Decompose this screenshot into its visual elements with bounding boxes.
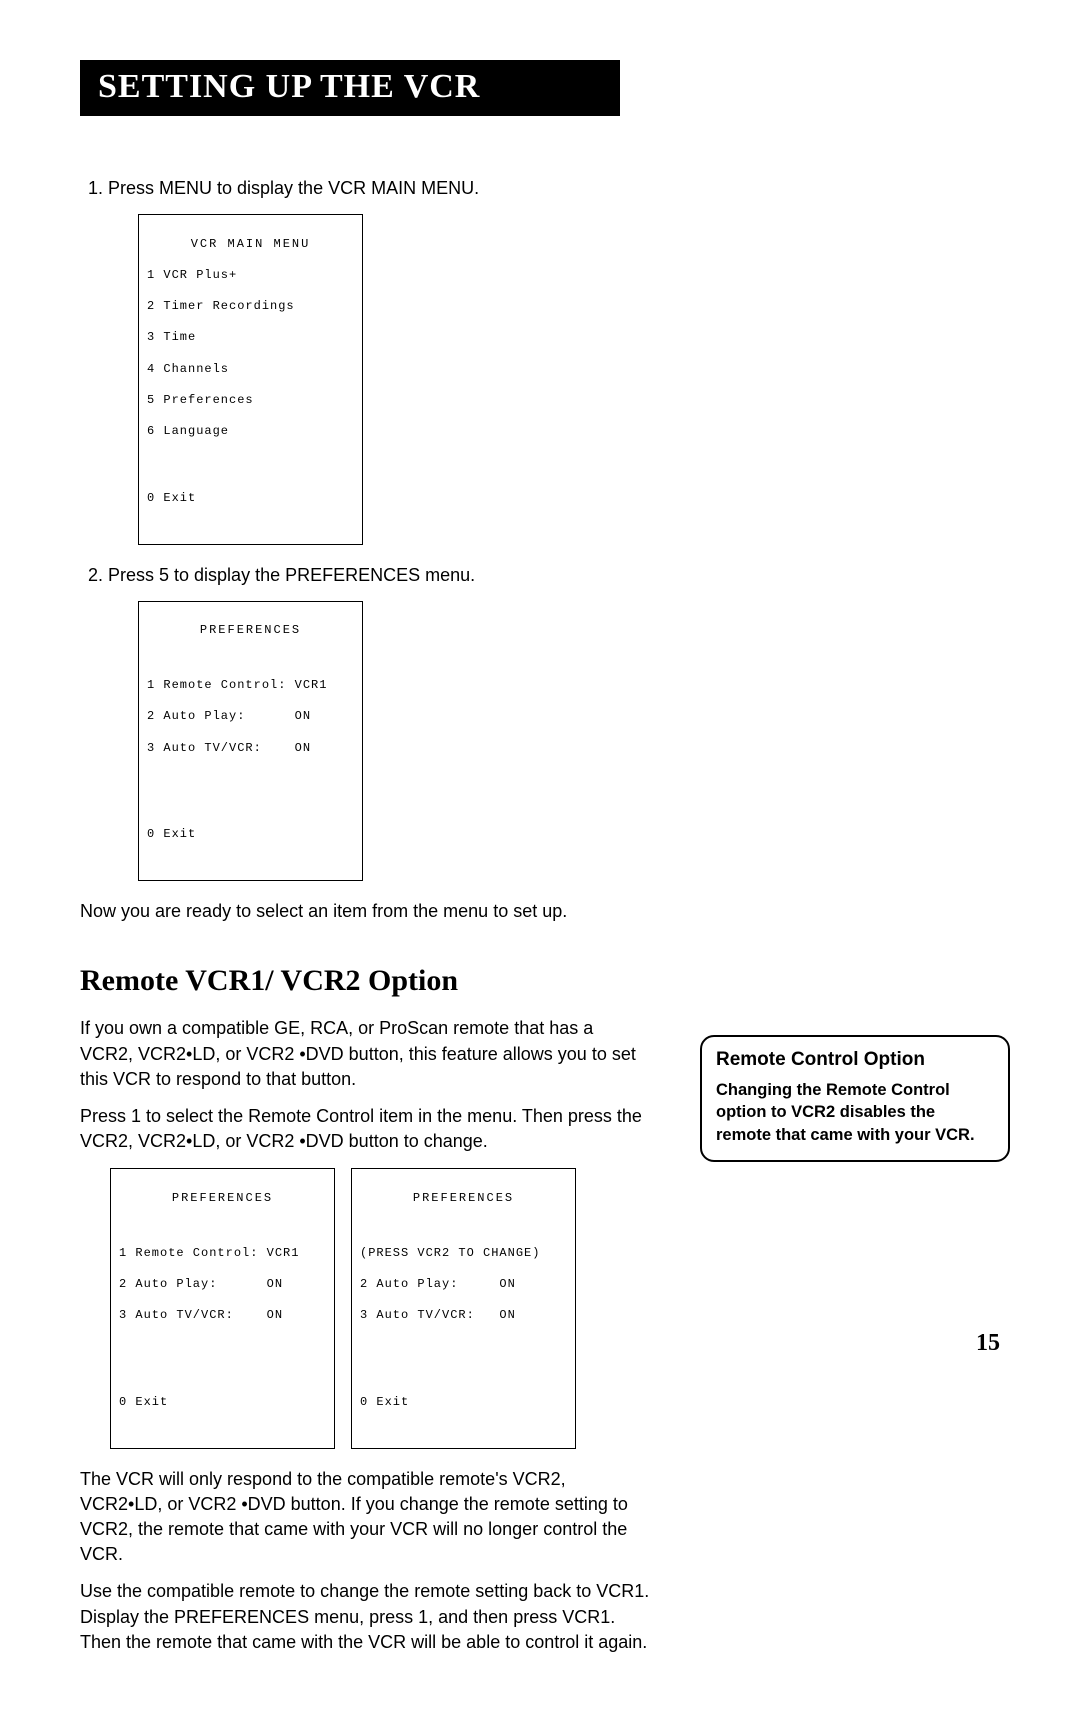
menu-item: 4 Channels — [147, 362, 354, 378]
header-bar: SETTING UP THE VCR — [80, 60, 620, 116]
sidebar-body: Changing the Remote Control option to VC… — [716, 1079, 994, 1146]
menu-exit: 0 Exit — [119, 1395, 326, 1411]
sidebar-title: Remote Control Option — [716, 1049, 994, 1071]
menu-exit: 0 Exit — [147, 827, 354, 843]
menu-item: 2 Auto Play: ON — [360, 1277, 567, 1293]
menu-item: 1 VCR Plus+ — [147, 268, 354, 284]
page-title: SETTING UP THE VCR — [98, 68, 602, 106]
main-column: Press MENU to display the VCR MAIN MENU.… — [80, 176, 650, 1655]
preferences-menu-box: PREFERENCES 1 Remote Control: VCR1 2 Aut… — [138, 601, 363, 881]
step-1: Press MENU to display the VCR MAIN MENU.… — [108, 176, 650, 545]
menu-item: (PRESS VCR2 TO CHANGE) — [360, 1246, 567, 1262]
page-number: 15 — [976, 1330, 1000, 1357]
menu-item: 3 Auto TV/VCR: ON — [360, 1308, 567, 1324]
menu-item: 2 Auto Play: ON — [119, 1277, 326, 1293]
menu-item: 2 Timer Recordings — [147, 299, 354, 315]
vcr-main-menu-box: VCR MAIN MENU 1 VCR Plus+ 2 Timer Record… — [138, 214, 363, 544]
step-2: Press 5 to display the PREFERENCES menu.… — [108, 563, 650, 882]
menu-item: 3 Time — [147, 330, 354, 346]
steps-list: Press MENU to display the VCR MAIN MENU.… — [80, 176, 650, 881]
menu-title: VCR MAIN MENU — [147, 237, 354, 253]
step-2-text: Press 5 to display the PREFERENCES menu. — [108, 565, 475, 585]
menu-item: 5 Preferences — [147, 393, 354, 409]
menu-item: 3 Auto TV/VCR: ON — [147, 741, 354, 757]
page-container: SETTING UP THE VCR Press MENU to display… — [0, 0, 1080, 1727]
menu-row: PREFERENCES 1 Remote Control: VCR1 2 Aut… — [110, 1168, 650, 1448]
menu-title: PREFERENCES — [360, 1191, 567, 1207]
menu-exit: 0 Exit — [360, 1395, 567, 1411]
sidebar-note: Remote Control Option Changing the Remot… — [700, 1035, 1010, 1162]
para-4: Use the compatible remote to change the … — [80, 1579, 650, 1655]
menu-item: 6 Language — [147, 424, 354, 440]
preferences-menu-box-left: PREFERENCES 1 Remote Control: VCR1 2 Aut… — [110, 1168, 335, 1448]
menu-exit: 0 Exit — [147, 491, 354, 507]
para-3: The VCR will only respond to the compati… — [80, 1467, 650, 1568]
menu-title: PREFERENCES — [119, 1191, 326, 1207]
menu-item: 1 Remote Control: VCR1 — [119, 1246, 326, 1262]
menu-item: 1 Remote Control: VCR1 — [147, 678, 354, 694]
para-1: If you own a compatible GE, RCA, or ProS… — [80, 1016, 650, 1092]
menu-item: 3 Auto TV/VCR: ON — [119, 1308, 326, 1324]
preferences-menu-box-right: PREFERENCES (PRESS VCR2 TO CHANGE) 2 Aut… — [351, 1168, 576, 1448]
section-heading: Remote VCR1/ VCR2 Option — [80, 964, 650, 998]
para-2: Press 1 to select the Remote Control ite… — [80, 1104, 650, 1154]
menu-item: 2 Auto Play: ON — [147, 709, 354, 725]
ready-text: Now you are ready to select an item from… — [80, 899, 650, 924]
menu-title: PREFERENCES — [147, 623, 354, 639]
step-1-text: Press MENU to display the VCR MAIN MENU. — [108, 178, 479, 198]
